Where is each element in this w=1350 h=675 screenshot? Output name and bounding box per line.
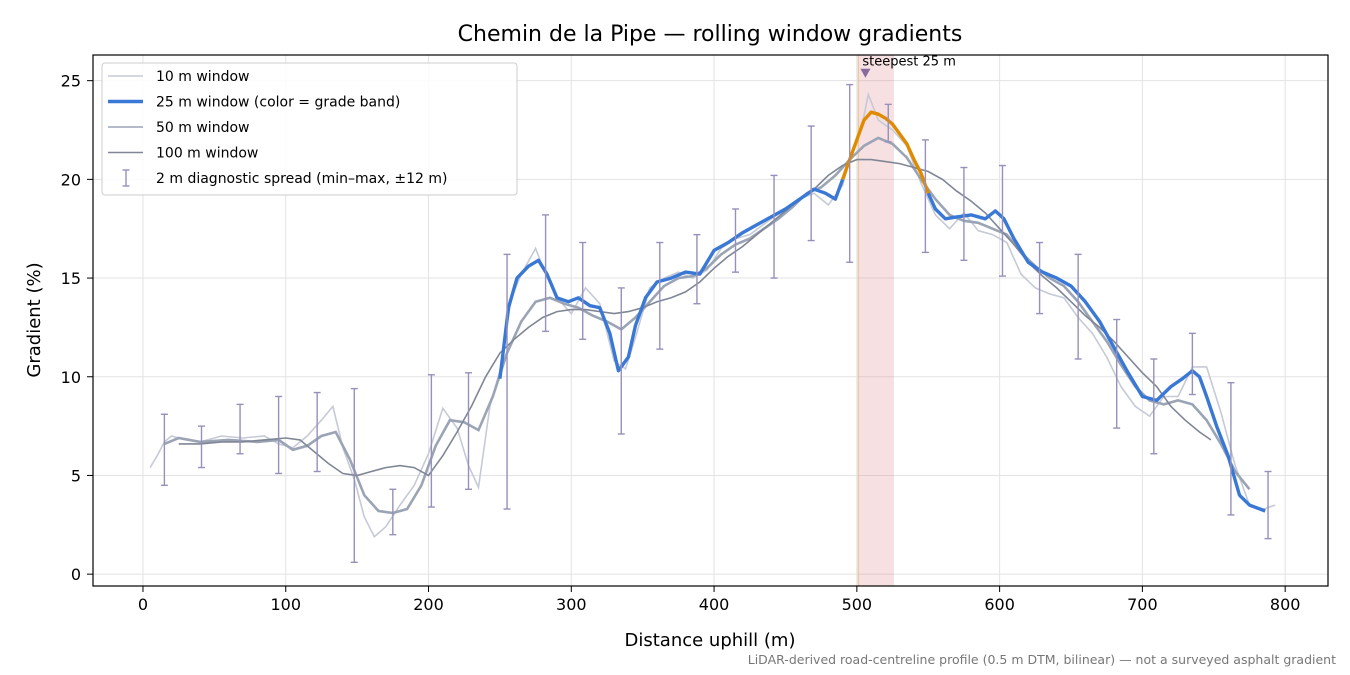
y-tick-label: 20 — [61, 170, 81, 189]
x-tick-label: 0 — [138, 595, 148, 614]
errorbar — [921, 139, 929, 254]
errorbar — [1150, 358, 1158, 455]
legend-entry: 100 m window — [108, 146, 258, 162]
errorbar-layer — [160, 83, 1272, 564]
y-tick-label: 0 — [71, 565, 81, 584]
series-25m-steep-segment — [840, 110, 930, 194]
steepest-window-band — [858, 55, 894, 586]
x-tick-label: 200 — [413, 595, 444, 614]
x-axis-label: Distance uphill (m) — [625, 630, 796, 651]
y-axis-label: Gradient (%) — [24, 262, 45, 377]
errorbar — [160, 413, 168, 487]
errorbar — [998, 164, 1006, 277]
y-tick-label: 10 — [61, 368, 81, 387]
legend-label: 25 m window (color = grade band) — [156, 95, 400, 111]
x-tick-label: 700 — [1127, 595, 1158, 614]
series-25m-line — [498, 178, 845, 379]
errorbar — [846, 83, 854, 263]
errorbar — [350, 387, 358, 564]
errorbar — [389, 488, 397, 536]
annotation-layer: steepest 25 m — [860, 55, 956, 78]
legend-entry: 10 m window — [108, 69, 249, 85]
errorbar — [807, 125, 815, 242]
legend-label: 2 m diagnostic spread (min–max, ±12 m) — [156, 171, 447, 187]
steepest-label: steepest 25 m — [862, 55, 955, 70]
plot-frame — [92, 54, 1329, 587]
legend-label: 50 m window — [156, 120, 249, 136]
errorbar — [313, 391, 321, 473]
errorbar — [427, 374, 435, 508]
legend-label: 100 m window — [156, 146, 258, 162]
x-tick-label: 600 — [984, 595, 1015, 614]
x-tick-label: 100 — [270, 595, 301, 614]
errorbar — [960, 166, 968, 261]
errorbar — [1074, 253, 1082, 360]
series-50m-line — [163, 136, 1251, 515]
errorbar — [542, 214, 550, 333]
series-100m-line — [178, 158, 1212, 477]
y-tick-label: 25 — [61, 72, 81, 91]
legend-entry: 25 m window (color = grade band) — [108, 95, 400, 111]
errorbar — [1113, 318, 1121, 429]
y-tick-label: 15 — [61, 269, 81, 288]
x-tick-label: 400 — [699, 595, 730, 614]
legend-entry: 2 m diagnostic spread (min–max, ±12 m) — [122, 169, 447, 187]
steepest-marker-icon — [860, 68, 871, 78]
errorbar — [656, 241, 664, 350]
errorbar — [236, 403, 244, 455]
errorbar — [770, 174, 778, 279]
errorbar — [884, 103, 892, 143]
chart-title: Chemin de la Pipe — rolling window gradi… — [458, 22, 963, 47]
x-tick-label: 800 — [1270, 595, 1301, 614]
errorbar — [198, 425, 206, 469]
errorbar — [503, 253, 511, 510]
y-tick-label: 5 — [71, 466, 81, 485]
errorbar — [1188, 332, 1196, 396]
legend-entry: 50 m window — [108, 120, 249, 136]
tick-layer: 0 100 200 300 400 500 600 700 800 0 5 10 15 20 25 — [61, 72, 1301, 614]
series-layer — [149, 91, 1276, 538]
errorbar — [693, 233, 701, 305]
errorbar — [275, 395, 283, 475]
errorbar — [1227, 381, 1235, 516]
errorbar — [617, 287, 625, 435]
errorbar — [731, 208, 739, 273]
legend: 10 m window 25 m window (color = grade ba… — [101, 62, 518, 196]
errorbar — [1036, 241, 1044, 315]
errorbar — [464, 372, 472, 490]
errorbar — [1264, 470, 1272, 540]
x-tick-label: 500 — [842, 595, 873, 614]
x-tick-label: 300 — [556, 595, 587, 614]
errorbar — [579, 241, 587, 340]
legend-box — [101, 62, 518, 196]
series-25m-line — [926, 192, 1266, 513]
steepest-window-highlight — [857, 55, 894, 586]
footnote: LiDAR-derived road-centreline profile (0… — [748, 652, 1336, 667]
legend-label: 10 m window — [156, 69, 249, 85]
